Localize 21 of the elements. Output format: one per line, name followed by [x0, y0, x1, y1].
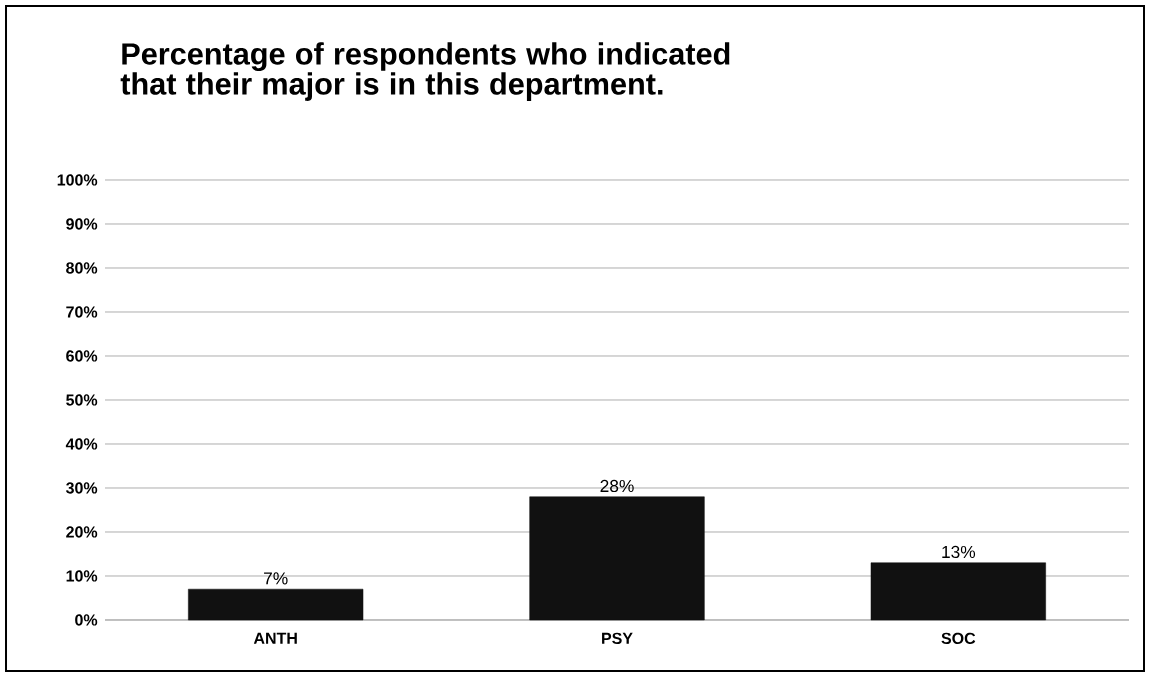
data-label: 13%: [942, 545, 976, 559]
chart-title: Percentage of respondents who indicated that their major is in this department.: [120, 42, 730, 101]
y-tick-label: 30%: [65, 482, 98, 494]
y-tick-label: 60%: [66, 350, 98, 362]
data-label: 28%: [600, 479, 634, 493]
bar: [870, 562, 1046, 621]
y-tick-label: 70%: [66, 306, 98, 318]
bar: [188, 588, 364, 621]
y-tick-label: 80%: [66, 262, 98, 274]
y-tick-label: 20%: [66, 526, 98, 538]
x-tick-label: SOC: [941, 632, 976, 645]
y-tick-label: 100%: [57, 174, 98, 186]
y-tick-label: 40%: [65, 438, 98, 450]
data-label: 7%: [264, 572, 288, 585]
x-tick-label: ANTH: [253, 632, 297, 644]
x-tick-label: PSY: [602, 632, 633, 645]
bar: [529, 496, 705, 621]
y-tick-label: 90%: [66, 218, 98, 230]
y-tick-label: 10%: [66, 570, 98, 582]
y-tick-label: 50%: [66, 394, 98, 406]
y-tick-label: 0%: [75, 614, 98, 626]
